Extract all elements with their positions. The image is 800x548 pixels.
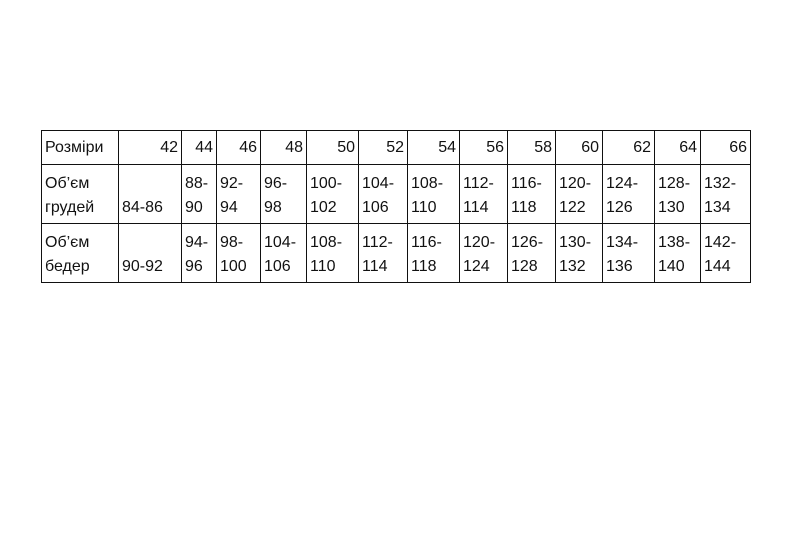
table-cell: 142-144 [700,223,751,283]
table-cell: 52 [358,130,408,165]
table-cell: 104-106 [260,223,307,283]
table-cell: 84-86 [118,164,182,224]
table-cell: 64 [654,130,701,165]
table-cell: 108-110 [306,223,359,283]
table-cell: 98-100 [216,223,261,283]
table-cell: 48 [260,130,307,165]
table-cell: 126-128 [507,223,556,283]
row-label: Розміри [41,130,119,165]
table-cell: 116-118 [407,223,460,283]
table-cell: 104-106 [358,164,408,224]
table-cell: 128-130 [654,164,701,224]
table-cell: 120-124 [459,223,508,283]
table-cell: 60 [555,130,603,165]
table-cell: 120-122 [555,164,603,224]
table-cell: 46 [216,130,261,165]
table-cell: 56 [459,130,508,165]
table-cell: 112-114 [358,223,408,283]
table-cell: 42 [118,130,182,165]
table-cell: 130-132 [555,223,603,283]
table-cell: 96-98 [260,164,307,224]
table-cell: 92-94 [216,164,261,224]
table-cell: 66 [700,130,751,165]
table-cell: 54 [407,130,460,165]
table-cell: 132-134 [700,164,751,224]
table-cell: 116-118 [507,164,556,224]
table-row: Об’єм бедер 90-92 94-96 98-100 104-106 108-11… [41,223,751,283]
table-cell: 134-136 [602,223,655,283]
row-label: Об’єм грудей [41,164,119,224]
size-chart-table: Розміри 42 44 46 48 50 52 54 56 58 60 62 64 66 Об’єм г… [41,130,751,283]
table-cell: 138-140 [654,223,701,283]
table-cell: 90-92 [118,223,182,283]
table-cell: 112-114 [459,164,508,224]
table-cell: 100-102 [306,164,359,224]
table-cell: 58 [507,130,556,165]
table-header-row: Розміри 42 44 46 48 50 52 54 56 58 60 62 64 66 [41,130,751,165]
table-cell: 88-90 [181,164,217,224]
table-cell: 124-126 [602,164,655,224]
table-row: Об’єм грудей 84-86 88-90 92-94 96-98 100-102 1… [41,164,751,224]
row-label: Об’єм бедер [41,223,119,283]
table-cell: 108-110 [407,164,460,224]
table-cell: 44 [181,130,217,165]
table-cell: 94-96 [181,223,217,283]
table-cell: 62 [602,130,655,165]
table-cell: 50 [306,130,359,165]
